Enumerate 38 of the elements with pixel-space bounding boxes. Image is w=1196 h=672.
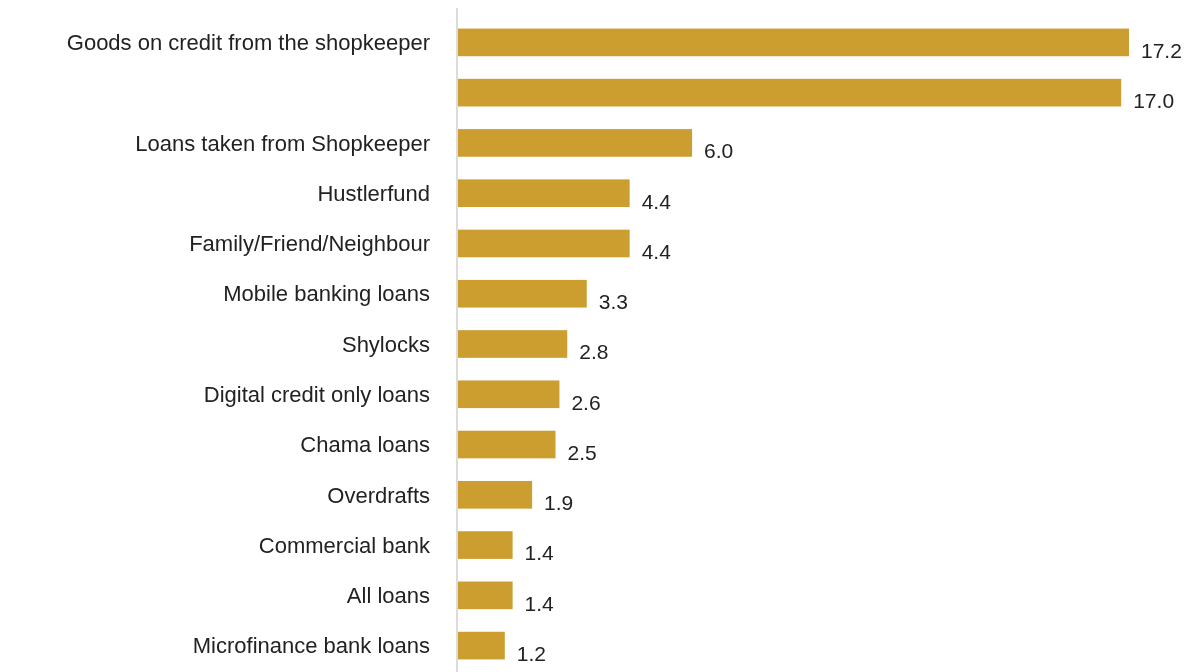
y-tick-label: Shylocks [341, 331, 430, 357]
data-label: 2.6 [571, 390, 601, 414]
data-label: 1.4 [524, 541, 555, 565]
y-tick-label: Chama loans [300, 432, 430, 458]
y-tick-label: Digital credit only loans [203, 381, 430, 407]
data-label: 17.2 [1141, 38, 1182, 62]
data-label: 1.2 [516, 641, 547, 665]
y-tick-label: Mobile banking loans [223, 281, 430, 307]
bar [458, 480, 533, 509]
y-tick-label: Commercial bank [258, 532, 431, 558]
y-tick-label: Overdrafts [327, 482, 430, 508]
data-label: 4.4 [641, 189, 672, 213]
data-label: 3.3 [598, 290, 628, 314]
bar [458, 581, 513, 610]
data-label: 2.5 [567, 440, 597, 464]
bar [458, 279, 587, 308]
y-tick-label: Microfinance bank loans [192, 633, 430, 659]
data-label: 6.0 [704, 139, 734, 163]
bar [458, 179, 630, 208]
y-tick-label: Goods on credit from the shopkeeper [66, 30, 430, 56]
bar [458, 631, 505, 660]
y-tick-label: All loans [346, 583, 430, 609]
data-label: 1.9 [544, 491, 574, 515]
bar [458, 78, 1122, 107]
bar [458, 28, 1129, 57]
data-label: 2.8 [579, 340, 609, 364]
bar [458, 380, 560, 409]
data-label: 17.0 [1133, 89, 1175, 113]
y-tick-label: Hustlerfund [317, 180, 430, 206]
y-tick-label: Family/Friend/Neighbour [189, 231, 430, 257]
bar [458, 229, 630, 258]
bar [458, 330, 568, 358]
y-tick-label: Loans taken from Shopkeeper [135, 130, 430, 156]
data-label: 1.4 [524, 591, 555, 615]
bar [458, 129, 693, 157]
data-label: 4.4 [641, 239, 672, 263]
bar [458, 430, 556, 459]
bar [458, 531, 513, 559]
